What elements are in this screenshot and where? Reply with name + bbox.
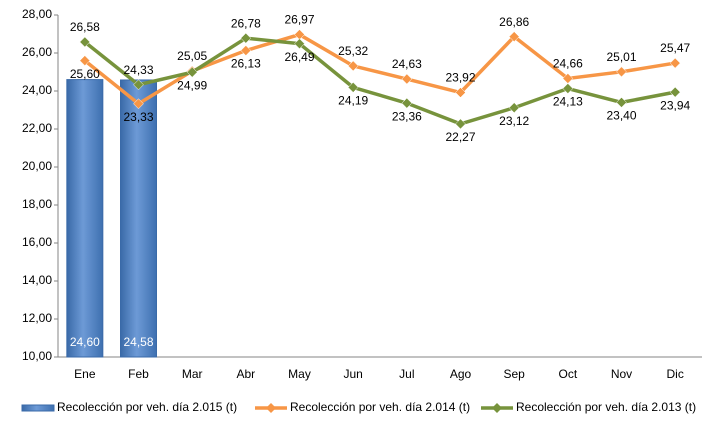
y-tick-label: 18,00 — [22, 197, 52, 211]
marker — [294, 38, 305, 50]
y-tick-label: 28,00 — [22, 7, 52, 21]
marker — [616, 66, 627, 78]
legend-label: Recolección por veh. día 2.015 (t) — [57, 400, 237, 414]
x-tick-label: May — [288, 367, 311, 381]
data-label: 24,58 — [123, 335, 153, 349]
y-tick-label: 12,00 — [22, 311, 52, 325]
marker — [616, 97, 627, 108]
data-label: 24,19 — [338, 94, 368, 108]
marker — [79, 36, 91, 48]
data-label: 23,40 — [606, 109, 636, 123]
x-tick-label: Jul — [399, 367, 414, 381]
data-label: 25,60 — [70, 67, 100, 81]
data-label: 25,32 — [338, 44, 368, 58]
y-tick-label: 16,00 — [22, 235, 52, 249]
y-tick-label: 10,00 — [22, 349, 52, 363]
marker — [508, 102, 520, 114]
data-label: 24,13 — [553, 95, 583, 109]
legend-label: Recolección por veh. día 2.013 (t) — [516, 400, 696, 414]
marker — [133, 79, 144, 91]
data-label: 25,01 — [606, 50, 636, 64]
data-label: 22,27 — [445, 130, 475, 144]
x-tick-label: Sep — [503, 367, 525, 381]
x-tick-label: Abr — [236, 367, 255, 381]
marker — [508, 31, 520, 43]
data-label: 26,49 — [284, 50, 314, 64]
data-label: 23,12 — [499, 114, 529, 128]
x-tick-label: Jun — [343, 367, 362, 381]
data-label: 23,94 — [660, 98, 690, 112]
data-label: 24,33 — [123, 63, 153, 77]
data-label: 24,63 — [392, 57, 422, 71]
marker — [401, 73, 413, 85]
data-label: 25,05 — [177, 49, 207, 63]
data-label: 26,78 — [231, 16, 261, 30]
bar — [120, 79, 157, 358]
data-label: 25,47 — [660, 41, 690, 55]
y-tick-label: 20,00 — [22, 159, 52, 173]
x-tick-label: Nov — [611, 367, 632, 381]
data-label: 23,92 — [445, 71, 475, 85]
legend-marker — [492, 403, 502, 413]
marker — [240, 45, 252, 56]
data-label: 23,36 — [392, 109, 422, 123]
marker — [401, 97, 413, 109]
marker — [79, 55, 91, 66]
x-tick-label: Oct — [558, 367, 577, 381]
marker — [347, 82, 359, 93]
marker — [133, 98, 144, 110]
x-tick-label: Mar — [182, 367, 203, 381]
x-tick-label: Feb — [128, 367, 149, 381]
marker — [669, 57, 681, 69]
x-tick-label: Dic — [666, 367, 683, 381]
marker — [669, 86, 681, 98]
data-label: 26,86 — [499, 15, 529, 29]
y-tick-label: 22,00 — [22, 121, 52, 135]
legend-marker — [266, 403, 276, 413]
y-tick-label: 26,00 — [22, 45, 52, 59]
data-label: 24,66 — [553, 57, 583, 71]
data-label: 26,58 — [70, 20, 100, 34]
marker — [186, 66, 198, 78]
bar — [66, 79, 104, 358]
data-label: 26,97 — [284, 13, 314, 27]
data-label: 23,33 — [123, 110, 153, 124]
marker — [347, 60, 359, 72]
data-label: 26,13 — [231, 57, 261, 71]
data-label: 24,99 — [177, 78, 207, 92]
legend-swatch — [21, 404, 55, 412]
line — [83, 32, 676, 106]
line — [83, 36, 676, 126]
marker — [562, 83, 574, 94]
marker — [455, 118, 466, 130]
x-tick-label: Ene — [74, 367, 96, 381]
y-tick-label: 14,00 — [22, 273, 52, 287]
marker — [455, 87, 466, 98]
marker — [240, 32, 252, 44]
legend-label: Recolección por veh. día 2.014 (t) — [290, 400, 470, 414]
x-tick-label: Ago — [450, 367, 472, 381]
data-label: 24,60 — [70, 335, 100, 349]
y-tick-label: 24,00 — [22, 83, 52, 97]
